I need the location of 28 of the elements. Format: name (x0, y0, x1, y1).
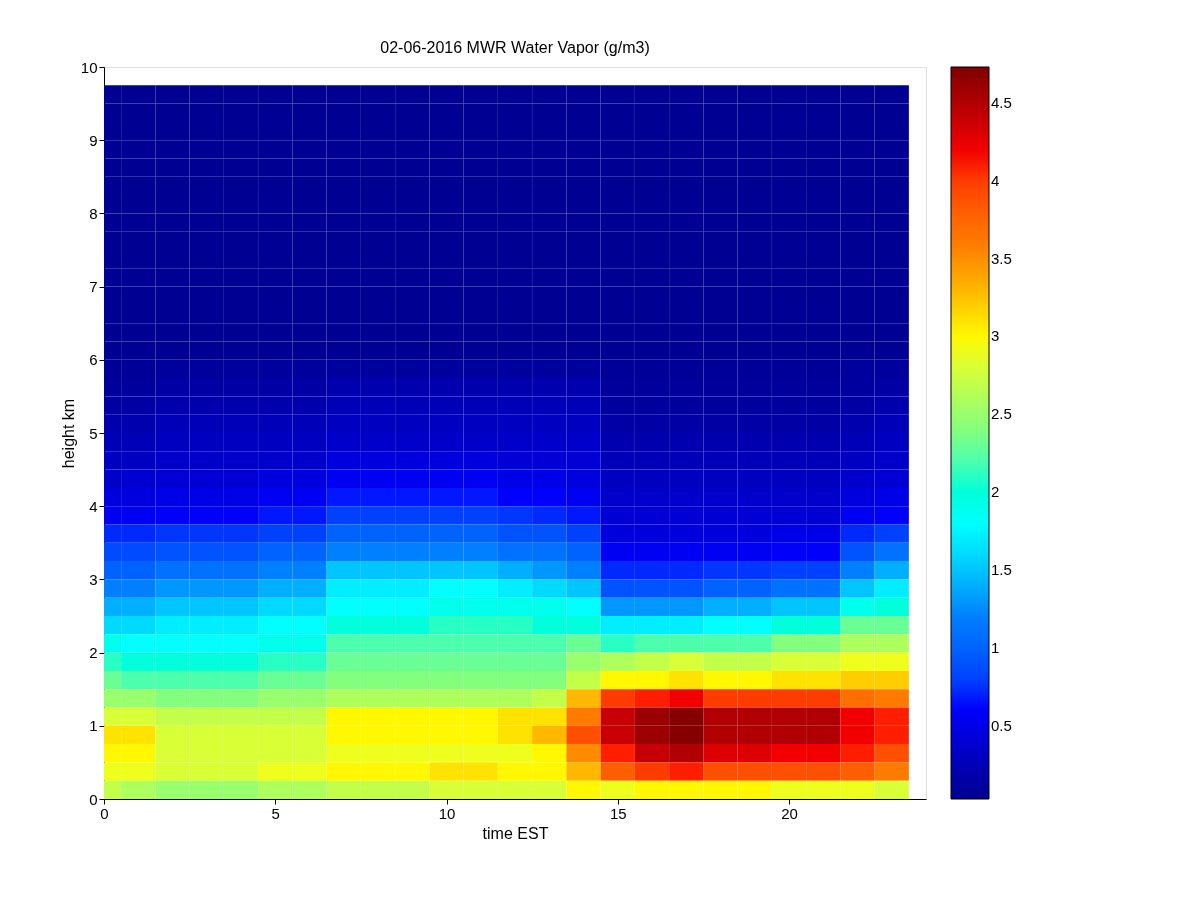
y-tick-label: 1 (89, 717, 98, 735)
color-bar-label: 4 (991, 171, 1000, 189)
y-tick-label: 6 (89, 351, 98, 369)
x-tick-label: 0 (100, 804, 109, 822)
chart-title: 02-06-2016 MWR Water Vapor (g/m3) (380, 39, 650, 56)
color-bar-label: 3.5 (991, 249, 1012, 267)
y-tick-label: 0 (89, 790, 98, 808)
y-tick-label: 3 (89, 570, 98, 588)
color-bar-label: 0.5 (991, 716, 1012, 734)
y-tick-label: 2 (89, 644, 98, 662)
y-tick-label: 5 (89, 424, 98, 442)
color-bar-label: 4.5 (991, 93, 1012, 111)
x-tick-label: 10 (438, 804, 456, 822)
color-bar-label: 2.5 (991, 405, 1012, 423)
y-axis-title: height km (59, 398, 77, 469)
color-bar-label: 3 (991, 327, 1000, 345)
x-axis-title: time EST (482, 824, 549, 842)
x-tick-label: 5 (271, 804, 280, 822)
x-tick-label: 15 (609, 804, 627, 822)
y-tick-label: 8 (89, 204, 98, 222)
y-tick-label: 10 (80, 58, 98, 76)
x-tick-label: 20 (781, 804, 798, 822)
color-bar-label: 1.5 (991, 561, 1012, 579)
color-bar-label: 2 (991, 483, 1000, 501)
y-tick-label: 7 (89, 278, 98, 296)
y-tick-label: 9 (89, 131, 98, 149)
y-tick-label: 4 (89, 497, 98, 515)
color-bar-label: 1 (991, 638, 1000, 656)
